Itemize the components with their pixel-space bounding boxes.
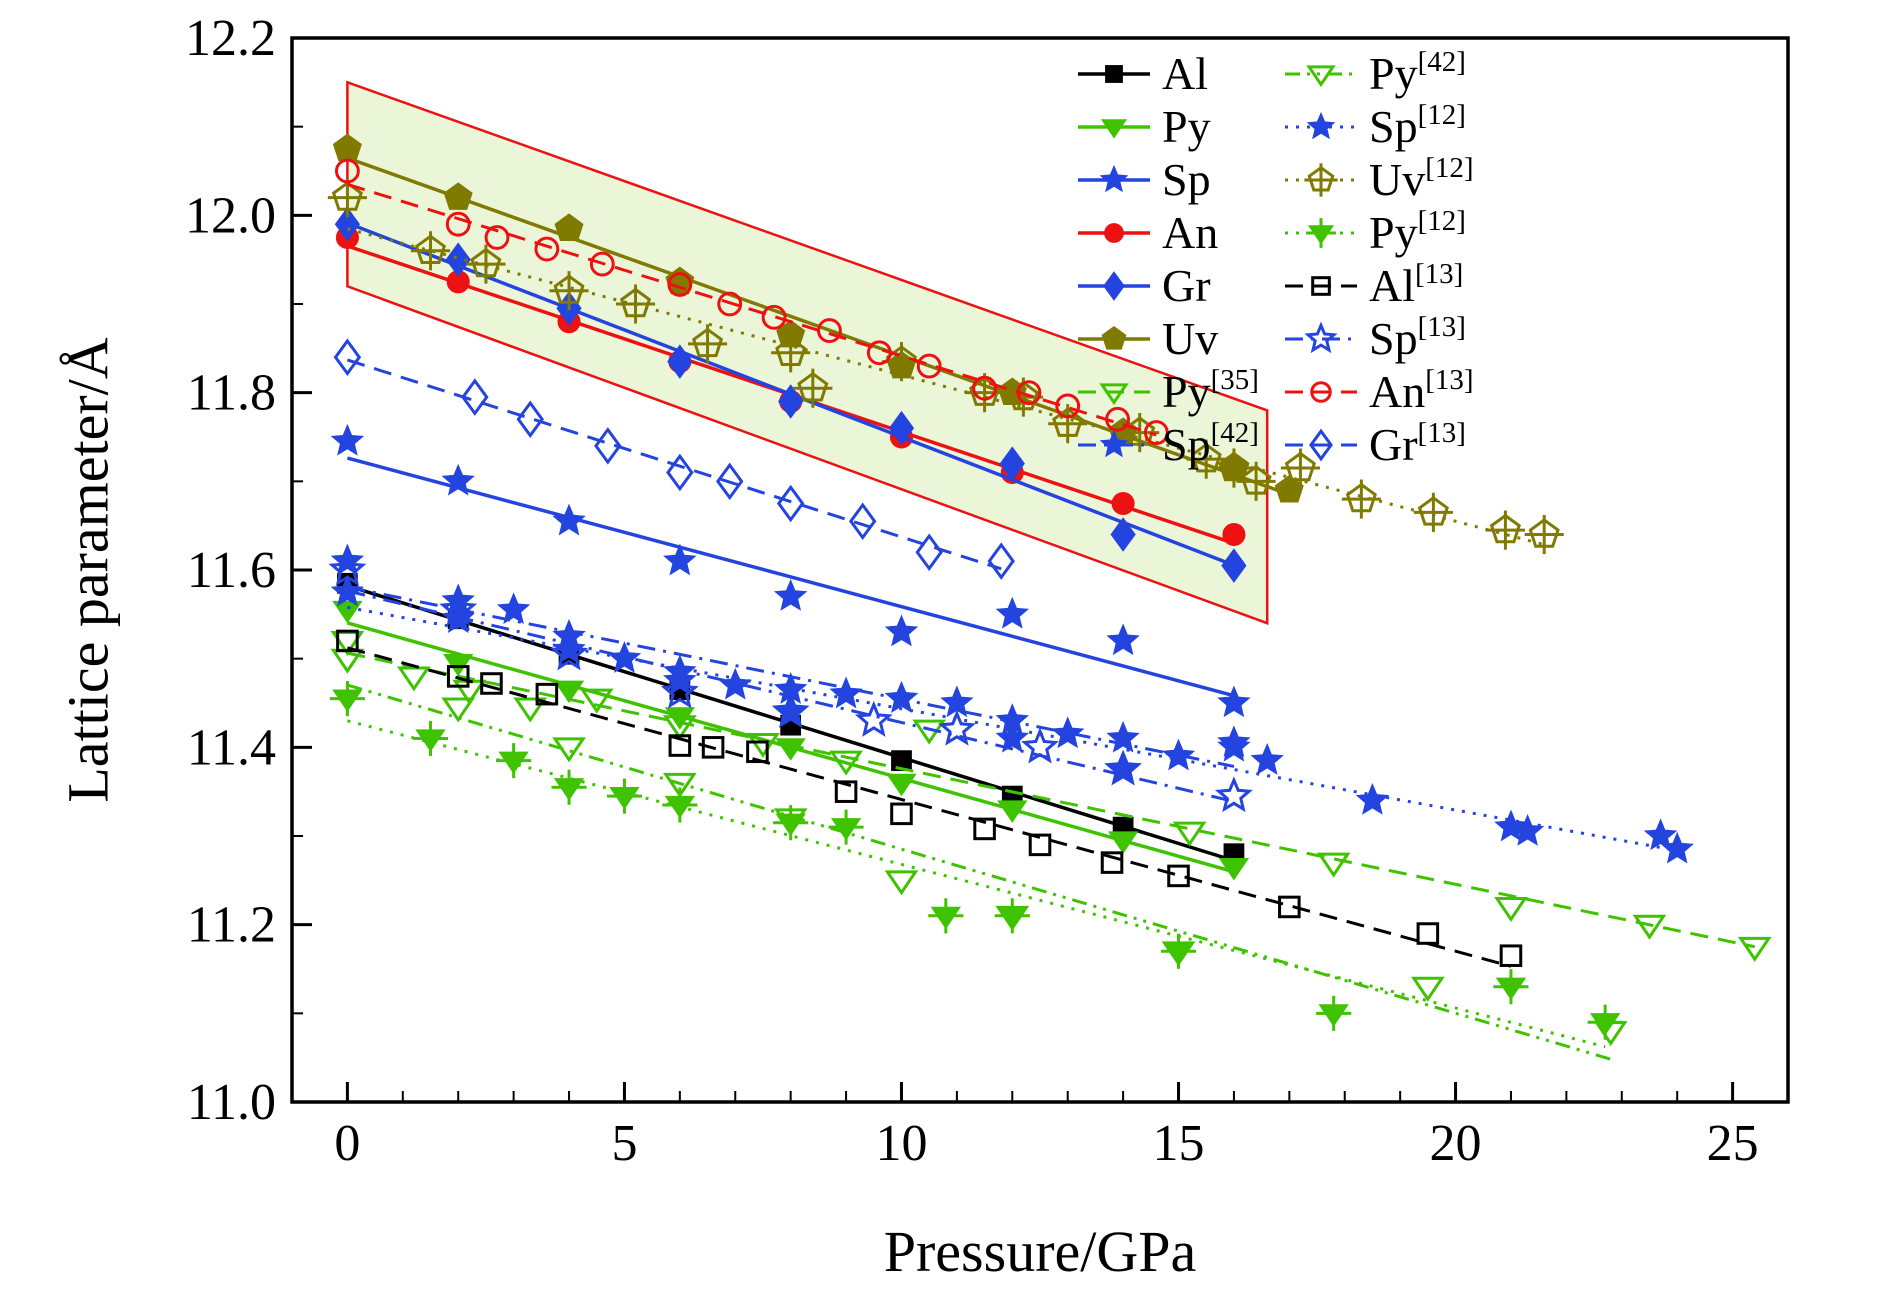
- x-tick-label: 0: [334, 1115, 360, 1172]
- series-Gr: [334, 206, 1247, 583]
- trend-line-Al13: [347, 646, 1512, 968]
- legend-entry-An13: An[13]: [1285, 364, 1474, 417]
- trend-line-Py42: [346, 683, 1612, 1061]
- legend-entry-An: An: [1078, 207, 1218, 258]
- legend-label: Al[13]: [1369, 258, 1463, 311]
- legend-label: An: [1162, 207, 1218, 258]
- legend-entry-Sp13: Sp[13]: [1285, 311, 1466, 364]
- x-tick-label: 10: [875, 1115, 927, 1172]
- series-Py: [332, 600, 1250, 881]
- series-Uv12: [327, 178, 1564, 555]
- trend-line-Uv12: [347, 227, 1545, 547]
- y-tick-label: 11.8: [187, 365, 276, 422]
- trend-line-Sp: [346, 456, 1235, 698]
- legend-label: Sp: [1162, 154, 1211, 205]
- legend-label: Gr: [1162, 260, 1211, 311]
- y-tick-label: 11.4: [187, 719, 276, 776]
- legend-label: Sp[13]: [1369, 311, 1466, 364]
- legend-entry-Py42: Py[42]: [1285, 46, 1466, 99]
- series-Sp13: [328, 550, 1253, 813]
- x-axis-label: Pressure/GPa: [883, 1219, 1197, 1284]
- legend-entry-Uv12: Uv[12]: [1285, 152, 1474, 205]
- series-Gr13: [333, 338, 1015, 580]
- legend-label: Uv[12]: [1369, 152, 1474, 205]
- series-Sp: [330, 423, 1251, 718]
- legend-entry-Uv: Uv: [1078, 313, 1218, 364]
- legend-entry-Gr: Gr: [1078, 260, 1211, 311]
- series-An13: [334, 158, 1169, 445]
- y-axis-label: Lattice parameter/Å: [55, 337, 121, 803]
- legend-entry-Py12: Py[12]: [1285, 205, 1466, 258]
- x-tick-label: 15: [1153, 1115, 1205, 1172]
- series-Py42: [330, 648, 1628, 1061]
- trend-line-Py12: [347, 719, 1606, 1049]
- series-Al13: [336, 629, 1523, 968]
- legend-label: An[13]: [1369, 364, 1474, 417]
- y-tick-label: 12.2: [185, 10, 276, 67]
- legend-label: Al: [1162, 48, 1208, 99]
- y-tick-label: 11.6: [187, 542, 276, 599]
- y-tick-label: 11.0: [187, 1074, 276, 1131]
- legend-entry-Al: Al: [1078, 48, 1208, 99]
- legend-label: Sp[12]: [1369, 99, 1466, 152]
- x-tick-label: 25: [1707, 1115, 1759, 1172]
- y-tick-label: 12.0: [185, 187, 276, 244]
- x-tick-label: 20: [1430, 1115, 1482, 1172]
- series-Py12: [329, 681, 1623, 1049]
- legend-entry-Py: Py: [1078, 101, 1211, 152]
- trend-line-An13: [346, 182, 1157, 437]
- legend-entry-Sp: Sp: [1078, 154, 1211, 205]
- legend-entry-Al13: Al[13]: [1285, 258, 1463, 311]
- y-tick-label: 11.2: [187, 897, 276, 954]
- x-tick-label: 5: [611, 1115, 637, 1172]
- axes: 0 5 10 15 20 25 11.0 11.2 11.4 11.6 11.8 12.0 12.2: [185, 10, 1790, 1172]
- legend-label: Py: [1162, 101, 1211, 152]
- legend-label: Py[12]: [1369, 205, 1466, 258]
- series-Py35: [330, 630, 1772, 962]
- legend-label: Gr[13]: [1369, 417, 1466, 470]
- trend-line-Py35: [347, 651, 1756, 949]
- legend-label: Uv: [1162, 313, 1218, 364]
- legend-label: Py[42]: [1369, 46, 1466, 99]
- legend-entry-Sp12: Sp[12]: [1285, 99, 1466, 152]
